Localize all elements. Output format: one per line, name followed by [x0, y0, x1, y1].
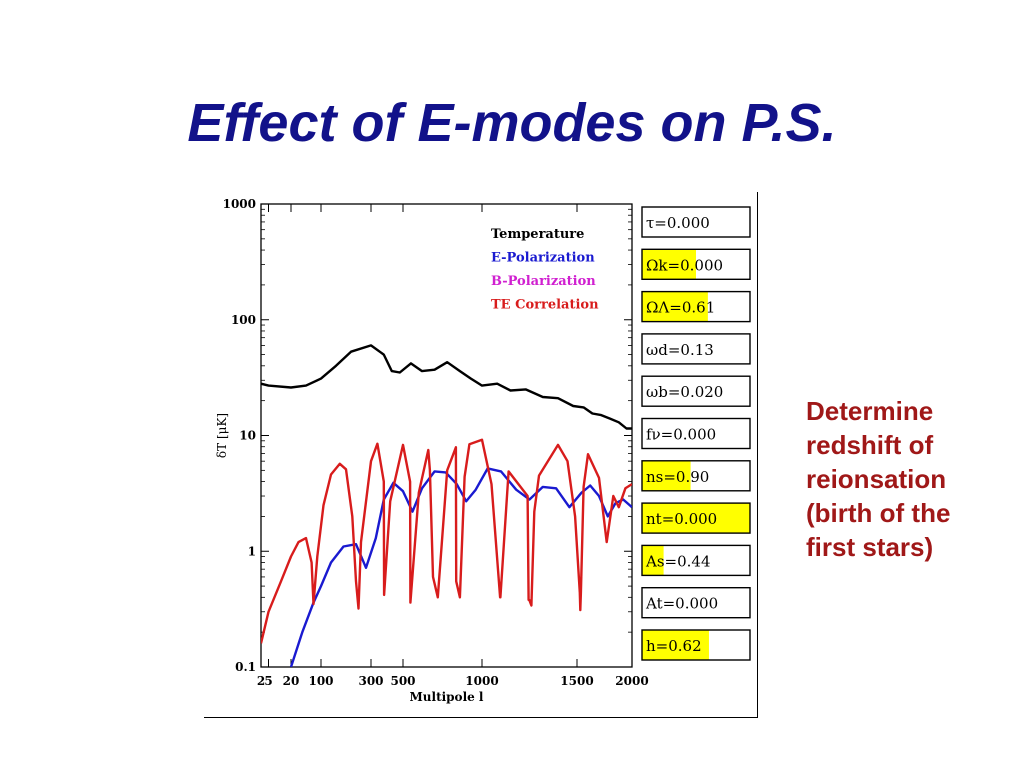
parameter-panel: τ=0.000 Ωk=0.000 ΩΛ=0.61 ωd=0.13 ωb=0.020 fν=…: [641, 206, 751, 661]
slider-box: [641, 375, 751, 407]
legend-entry: TE Correlation: [491, 298, 599, 313]
x-tick-label: 2: [257, 674, 265, 688]
parameter-slider: τ=0.000: [641, 206, 751, 238]
slider-label: ωd=0.13: [646, 341, 714, 359]
slider-label: ns=0.90: [646, 468, 709, 486]
slider-fill: [642, 503, 750, 534]
slider-fill: [642, 460, 691, 491]
slider-label: ΩΛ=0.61: [646, 299, 715, 317]
slider-box: [641, 587, 751, 619]
y-tick-label: 1000: [223, 197, 256, 211]
parameter-slider: fν=0.000: [641, 417, 751, 450]
y-tick-label: 10: [239, 429, 256, 443]
slider-box: [641, 333, 751, 365]
slider-fill: [642, 249, 696, 280]
side-note-line: Determine: [806, 396, 934, 426]
series-te-correlation: [261, 438, 632, 644]
y-tick-label: 100: [231, 313, 256, 327]
slider-box: [641, 544, 751, 577]
x-tick-label: 5: [264, 674, 272, 688]
power-spectrum-figure: 1000 100 10 1 0.1 2 5 20 100 300 500 1000 1500 2000 Mu…: [204, 192, 758, 718]
y-axis-label: δT [μK]: [215, 413, 229, 458]
slider-box: [641, 629, 751, 661]
slider-fill: [642, 630, 709, 660]
chart-series: [261, 344, 632, 667]
legend-entry: B-Polarization: [491, 274, 596, 289]
parameter-slider: h=0.62: [641, 629, 751, 661]
side-note-line: (birth of the: [806, 498, 951, 528]
legend-entry: Temperature: [491, 227, 584, 242]
slider-label: nt=0.000: [646, 510, 717, 528]
parameter-slider: As=0.44: [641, 544, 751, 577]
slider-label: ωb=0.020: [646, 383, 723, 401]
slider-box: [641, 248, 751, 280]
slider-box: [641, 206, 751, 238]
parameter-slider: At=0.000: [641, 587, 751, 619]
slider-label: As=0.44: [645, 552, 711, 570]
slider-label: fν=0.000: [646, 426, 716, 444]
chart-legend: Temperature E-Polarization B-Polarization T…: [491, 227, 599, 313]
slider-label: h=0.62: [646, 637, 702, 655]
x-tick-label: 1000: [465, 674, 498, 688]
parameter-slider: nt=0.000: [641, 502, 751, 534]
x-tick-label: 2000: [615, 674, 648, 688]
legend-entry: E-Polarization: [491, 251, 595, 266]
parameter-slider: ΩΛ=0.61: [641, 290, 751, 323]
series-temperature: [261, 344, 632, 430]
x-axis-label: Multipole l: [410, 690, 484, 704]
slider-label: At=0.000: [645, 595, 718, 613]
slider-box: [641, 290, 751, 323]
x-tick-label: 300: [358, 674, 383, 688]
chart-axes: 1000 100 10 1 0.12 5 20 100 300 500 1000 1500 2000 Mu…: [215, 197, 649, 704]
parameter-slider: ωd=0.13: [641, 333, 751, 365]
parameter-slider: Ωk=0.000: [641, 248, 751, 280]
side-note-line: redshift of: [806, 430, 934, 460]
x-tick-label: 1500: [560, 674, 593, 688]
parameter-slider: ωb=0.020: [641, 375, 751, 407]
slider-label: τ=0.000: [646, 214, 710, 232]
side-note-line: first stars): [806, 532, 934, 562]
x-tick-label: 500: [390, 674, 415, 688]
slider-box: [641, 502, 751, 534]
x-tick-label: 20: [283, 674, 300, 688]
y-tick-label: 0.1: [235, 660, 256, 674]
slider-box: [641, 460, 751, 492]
slider-label: Ωk=0.000: [646, 256, 723, 274]
x-tick-label: 100: [308, 674, 333, 688]
side-note-line: reionsation: [806, 464, 947, 494]
slider-box: [641, 417, 751, 450]
figure-border-right: [757, 192, 758, 718]
power-spectrum-chart: 1000 100 10 1 0.12 5 20 100 300 500 1000 1500 2000 Mu…: [215, 197, 751, 704]
side-note: Determine redshift of reionsation (birth…: [806, 394, 1016, 564]
slide-title: Effect of E-modes on P.S.: [187, 93, 837, 153]
parameter-slider: ns=0.90: [641, 460, 751, 492]
slider-fill: [642, 291, 708, 322]
y-tick-label: 1: [248, 544, 256, 558]
figure-border-bottom: [204, 717, 758, 718]
slider-fill: [642, 545, 664, 576]
